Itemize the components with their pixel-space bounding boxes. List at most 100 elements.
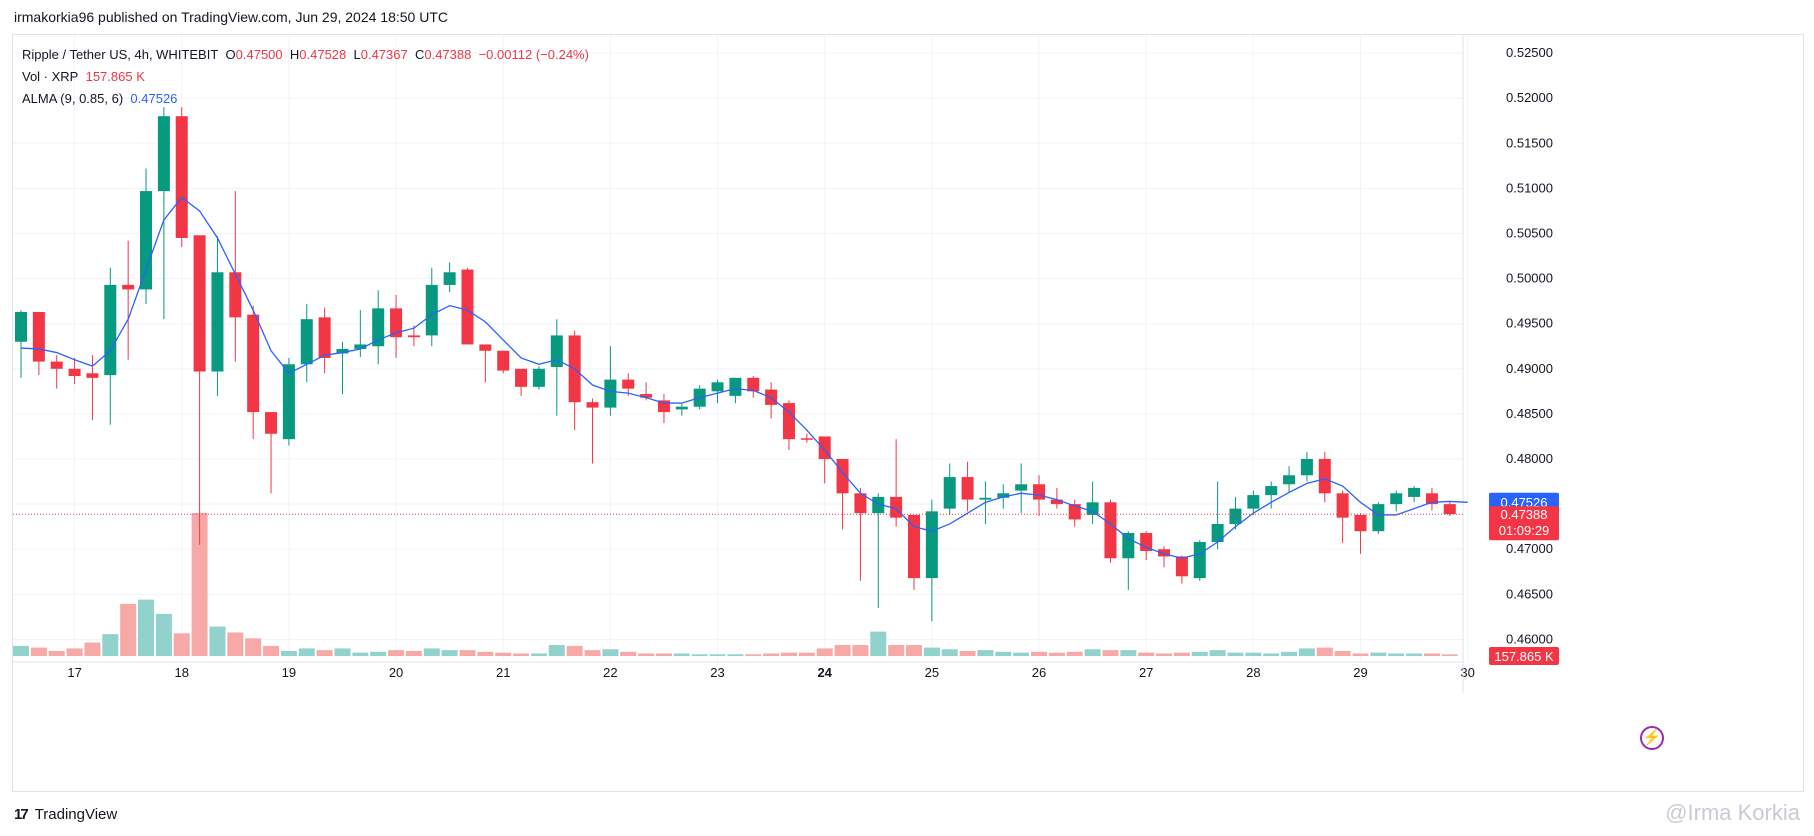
candle-body[interactable] xyxy=(1015,484,1028,491)
candle-body[interactable] xyxy=(1229,508,1242,524)
candle-body[interactable] xyxy=(532,368,545,387)
candle-body[interactable] xyxy=(1372,504,1385,532)
candle-body[interactable] xyxy=(979,497,992,500)
volume-bar xyxy=(191,513,208,656)
candle-body[interactable] xyxy=(104,284,117,376)
candle-body[interactable] xyxy=(1122,532,1135,559)
candle-body[interactable] xyxy=(1300,459,1313,476)
candle-body[interactable] xyxy=(1033,484,1046,500)
candle-body[interactable] xyxy=(1265,486,1278,496)
legend-alma-label[interactable]: ALMA (9, 0.85, 6) xyxy=(22,91,124,106)
candle-body[interactable] xyxy=(961,477,974,500)
countdown-label: 01:09:29 xyxy=(1499,523,1550,538)
x-tick-label: 24 xyxy=(817,665,832,680)
legend-volume-row: Vol · XRP 157.865 K xyxy=(22,66,589,88)
candle-body[interactable] xyxy=(854,493,867,514)
candle-body[interactable] xyxy=(15,311,27,342)
candle-body[interactable] xyxy=(604,379,617,408)
y-tick-label: 0.50000 xyxy=(1506,271,1553,286)
candle-body[interactable] xyxy=(586,402,599,408)
candle-body[interactable] xyxy=(443,272,456,285)
x-tick-label: 20 xyxy=(389,665,403,680)
candle-body[interactable] xyxy=(747,377,760,392)
candle-body[interactable] xyxy=(997,493,1010,498)
candle-body[interactable] xyxy=(211,272,224,372)
candle-body[interactable] xyxy=(1086,502,1099,515)
candle-body[interactable] xyxy=(32,311,45,362)
candle-body[interactable] xyxy=(50,361,63,369)
candle-body[interactable] xyxy=(1318,459,1331,494)
candle-body[interactable] xyxy=(265,412,278,434)
candle-body[interactable] xyxy=(247,314,260,413)
candle-body[interactable] xyxy=(1408,487,1421,497)
candle-body[interactable] xyxy=(872,496,885,514)
candle-body[interactable] xyxy=(497,350,510,371)
candle-body[interactable] xyxy=(157,116,170,192)
candle-body[interactable] xyxy=(175,116,188,238)
candle-body[interactable] xyxy=(675,406,688,410)
candle-body[interactable] xyxy=(1336,493,1349,518)
x-tick-label: 25 xyxy=(925,665,939,680)
candle-body[interactable] xyxy=(1443,504,1456,515)
candlestick-chart[interactable]: 0.52500 0.52000 0.51500 0.51000 0.50500 0.500… xyxy=(13,35,1803,791)
candle-body[interactable] xyxy=(640,394,653,398)
candle-body[interactable] xyxy=(800,438,813,440)
volume-bar xyxy=(1316,647,1333,656)
candle-body[interactable] xyxy=(1068,504,1081,520)
candle-body[interactable] xyxy=(193,235,206,372)
x-tick-label: 22 xyxy=(603,665,617,680)
chart-frame[interactable]: 0.52500 0.52000 0.51500 0.51000 0.50500 0.500… xyxy=(12,34,1804,792)
candle-body[interactable] xyxy=(461,269,474,345)
candle-body[interactable] xyxy=(1050,499,1063,505)
candle-body[interactable] xyxy=(1211,523,1224,543)
candle-body[interactable] xyxy=(711,382,724,392)
candle-body[interactable] xyxy=(140,191,153,290)
candle-body[interactable] xyxy=(390,308,403,338)
x-tick-label: 28 xyxy=(1246,665,1260,680)
volume-bar xyxy=(66,648,83,656)
candle-body[interactable] xyxy=(1390,493,1403,505)
candle-body[interactable] xyxy=(336,348,349,354)
candle-body[interactable] xyxy=(425,284,438,336)
candle-body[interactable] xyxy=(86,373,99,378)
candle-body[interactable] xyxy=(729,377,742,396)
candle-body[interactable] xyxy=(1283,475,1296,485)
candle-body[interactable] xyxy=(354,344,367,349)
candle-body[interactable] xyxy=(908,514,920,579)
candle-body[interactable] xyxy=(1193,542,1206,579)
candle-body[interactable] xyxy=(1175,556,1188,577)
candle-body[interactable] xyxy=(300,319,313,365)
candle-body[interactable] xyxy=(407,335,420,338)
candle-body[interactable] xyxy=(1104,502,1117,559)
candle-body[interactable] xyxy=(1354,514,1367,532)
candle-body[interactable] xyxy=(318,317,331,358)
candle-body[interactable] xyxy=(782,403,795,440)
candle-body[interactable] xyxy=(515,368,528,387)
volume-bar xyxy=(602,649,619,656)
candle-body[interactable] xyxy=(68,368,81,377)
legend-c-label: C xyxy=(414,47,425,62)
candle-body[interactable] xyxy=(479,344,492,351)
candle-body[interactable] xyxy=(229,272,242,318)
volume-bar xyxy=(280,650,297,656)
volume-bar xyxy=(84,642,101,656)
candle-body[interactable] xyxy=(943,477,956,509)
candle-body[interactable] xyxy=(122,284,135,290)
candle-body[interactable] xyxy=(925,511,938,579)
legend-vol-label[interactable]: Vol · XRP xyxy=(22,69,79,84)
legend-symbol[interactable]: Ripple / Tether US, 4h, WHITEBIT xyxy=(22,47,219,62)
volume-bar xyxy=(370,651,387,656)
lightning-icon[interactable]: ⚡ xyxy=(1640,726,1664,750)
candle-body[interactable] xyxy=(1158,549,1171,557)
candle-body[interactable] xyxy=(1247,495,1260,509)
candle-body[interactable] xyxy=(550,335,563,367)
candle-body[interactable] xyxy=(1425,493,1438,505)
x-tick-label: 29 xyxy=(1353,665,1367,680)
publish-caption: irmakorkia96 published on TradingView.co… xyxy=(14,9,448,25)
candle-body[interactable] xyxy=(836,459,849,494)
candle-body[interactable] xyxy=(622,379,635,389)
candle-body[interactable] xyxy=(372,308,385,347)
candle-body[interactable] xyxy=(282,364,295,440)
volume-axis-label: 157.865 K xyxy=(1494,649,1554,664)
candle-body[interactable] xyxy=(657,400,670,413)
